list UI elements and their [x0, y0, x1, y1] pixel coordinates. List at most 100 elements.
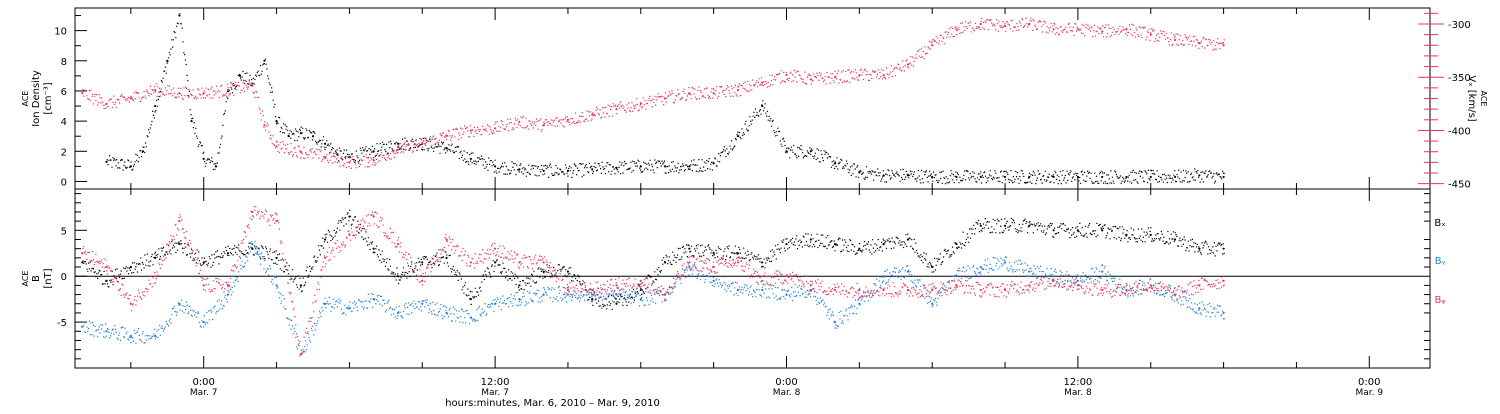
bx-series-point: [275, 256, 278, 259]
bz-series-point: [1028, 284, 1031, 287]
density-tick-label: 0: [61, 177, 67, 188]
by-series-point: [81, 325, 84, 328]
density-label-instrument: ACE: [21, 91, 30, 107]
bz-series-point: [421, 279, 424, 282]
vx-series-point: [955, 28, 958, 31]
density-tick-label: 10: [54, 27, 67, 38]
density-tick-label: 8: [61, 57, 67, 68]
by-series-point: [518, 298, 521, 301]
density-series-point: [663, 165, 667, 168]
vx-series-point: [154, 88, 157, 92]
density-series-point: [154, 104, 157, 108]
x-tick-time-label: 12:00: [1063, 377, 1092, 388]
density-series-point: [299, 132, 302, 135]
bx-series-point: [639, 288, 642, 292]
density-series-point: [833, 162, 837, 165]
bz-series-point: [809, 284, 812, 287]
x-tick-date-label: Mar. 7: [481, 388, 509, 398]
by-series-point: [1222, 311, 1225, 315]
density-series-point: [1173, 175, 1177, 179]
density-series-point: [105, 160, 108, 163]
density-series-point: [1101, 175, 1104, 179]
bz-series: [81, 205, 1225, 356]
vx-tick-label: -400: [1448, 126, 1471, 137]
bz-series-point: [688, 261, 691, 264]
by-series-point: [566, 293, 570, 296]
density-series-point: [688, 165, 691, 168]
bz-series-point: [445, 238, 448, 241]
bx-series-point: [81, 261, 84, 264]
by-series-point: [1003, 261, 1007, 264]
by-series-point: [1198, 307, 1201, 310]
by-series-point: [712, 279, 715, 282]
bx-series-point: [396, 275, 400, 278]
bz-series-point: [663, 293, 667, 296]
density-label-quantity: Ion Density: [31, 70, 42, 127]
density-series-point: [190, 120, 193, 123]
vx-series-point: [81, 92, 84, 95]
bx-series-point: [615, 302, 618, 305]
b-label-instrument: ACE: [21, 271, 30, 287]
by-series-point: [1101, 270, 1104, 273]
bx-series-point: [299, 284, 302, 287]
by-series-point: [979, 265, 982, 269]
bz-series-point: [324, 256, 327, 259]
density-tick-label: 6: [61, 87, 67, 98]
density-series-trace: [106, 13, 1225, 185]
bz-series-point: [833, 288, 837, 292]
bx-series-point: [1076, 229, 1079, 232]
vx-series-point: [226, 88, 230, 92]
bx-series-point: [518, 284, 521, 287]
vx-series-point: [639, 102, 642, 105]
vx-series-point: [809, 78, 812, 81]
vx-series-point: [469, 129, 472, 132]
density-series-point: [955, 175, 958, 179]
density-series-point: [542, 169, 545, 172]
x-tick-date-label: Mar. 8: [1064, 388, 1092, 398]
x-tick-date-label: Mar. 9: [1355, 388, 1383, 398]
bz-series-point: [178, 220, 181, 223]
bx-series-point: [761, 261, 764, 264]
by-series-point: [906, 270, 910, 273]
density-series-point: [311, 135, 315, 138]
by-series-point: [275, 284, 278, 287]
density-series-point: [566, 169, 570, 172]
bottom-panel-frame: [74, 188, 1431, 369]
bx-series-point: [226, 252, 230, 255]
vx-series-point: [202, 92, 205, 95]
vx-label-quantity: Vₓ [km/s]: [1466, 75, 1477, 121]
b-tick-label: 5: [61, 226, 67, 237]
x-tick-time-label: 0:00: [192, 377, 214, 388]
legend-entry-by: Bᵧ: [1435, 256, 1446, 267]
vx-series-point: [906, 63, 910, 66]
density-series-point: [1149, 175, 1152, 179]
x-tick-time-label: 0:00: [1358, 377, 1380, 388]
x-axis-caption: hours:minutes, Mar. 6, 2010 – Mar. 9, 20…: [445, 398, 660, 409]
bx-series-point: [1052, 229, 1055, 232]
bz-series-point: [1101, 288, 1104, 292]
bx-series-point: [858, 247, 861, 250]
bx-series-point: [421, 261, 424, 264]
b-axis-label: ACE B [nT]: [21, 268, 54, 288]
legend-entry-bx: Bₓ: [1434, 218, 1445, 229]
vx-series: [81, 17, 1225, 169]
bz-series-point: [639, 279, 642, 282]
x-tick-time-label: 12:00: [481, 377, 510, 388]
density-series-point: [324, 142, 327, 145]
density-axis-label: ACE Ion Density [cm⁻³]: [21, 70, 54, 127]
vx-tick-label: -300: [1448, 20, 1471, 31]
bz-series-point: [566, 288, 570, 292]
bz-series-point: [154, 275, 157, 278]
by-series-point: [955, 275, 958, 278]
bx-series-point: [809, 238, 812, 241]
bz-series-point: [1149, 284, 1152, 287]
bx-series-point: [591, 298, 594, 301]
density-series-point: [263, 59, 266, 62]
by-series-point: [421, 302, 424, 305]
density-series-point: [493, 165, 497, 168]
density-series-point: [396, 142, 400, 145]
vx-series-point: [1101, 30, 1104, 33]
b-label-unit: [nT]: [43, 268, 54, 288]
by-series-point: [1076, 279, 1079, 282]
